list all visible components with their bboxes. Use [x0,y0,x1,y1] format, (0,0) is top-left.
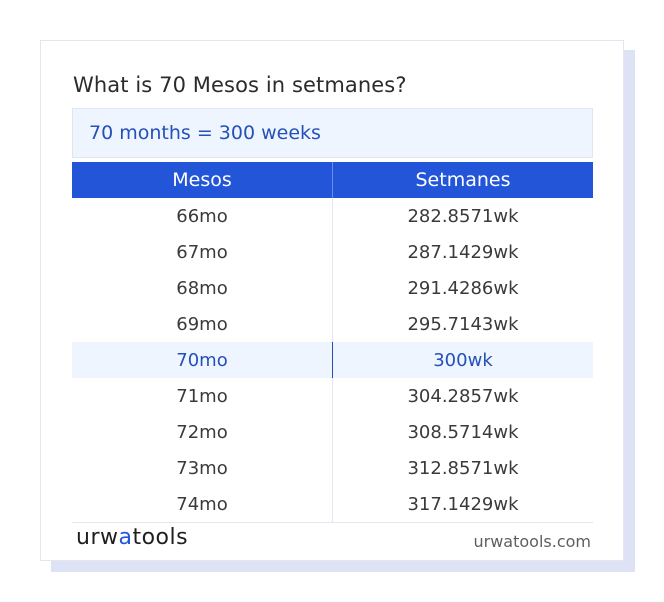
table-row: 68mo 291.4286wk [72,270,593,306]
header-setmanes: Setmanes [332,162,593,198]
cell-months: 66mo [72,198,333,234]
table-row: 69mo 295.7143wk [72,306,593,342]
cell-weeks: 300wk [332,342,593,378]
cell-months: 69mo [72,306,333,342]
cell-weeks: 287.1429wk [407,241,519,263]
logo-text-end: tools [132,525,189,550]
table-row: 74mo 317.1429wk [72,486,593,523]
cell-weeks: 295.7143wk [407,313,519,335]
table-row: 72mo 308.5714wk [72,414,593,450]
logo-text-accent: a [118,525,133,550]
conversion-card: What is 70 Mesos in setmanes? 70 months … [40,40,624,561]
table-row: 67mo 287.1429wk [72,234,593,270]
cell-months: 74mo [72,486,333,523]
urwatools-logo[interactable]: urwatools [76,525,188,555]
cell-weeks: 308.5714wk [407,421,519,443]
result-box: 70 months = 300 weeks [72,108,593,158]
cell-weeks: 282.8571wk [407,205,519,227]
cell-months: 68mo [72,270,333,306]
cell-months: 72mo [72,414,333,450]
table-row: 71mo 304.2857wk [72,378,593,414]
conversion-table: Mesos Setmanes 66mo 282.8571wk 67mo 287.… [72,162,593,523]
result-text: 70 months = 300 weeks [89,122,321,144]
page-title: What is 70 Mesos in setmanes? [73,73,407,97]
cell-months: 67mo [72,234,333,270]
header-mesos: Mesos [72,162,333,198]
cell-months: 70mo [72,342,333,378]
cell-weeks: 291.4286wk [407,277,519,299]
logo-text-start: urw [76,525,119,550]
cell-months: 71mo [72,378,333,414]
table-row: 73mo 312.8571wk [72,450,593,486]
table-row: 66mo 282.8571wk [72,198,593,234]
cell-weeks: 312.8571wk [407,457,519,479]
site-link[interactable]: urwatools.com [473,532,592,551]
table-header-row: Mesos Setmanes [72,162,593,198]
table-row-highlighted: 70mo 300wk [72,342,593,378]
cell-weeks: 304.2857wk [407,385,519,407]
cell-months: 73mo [72,450,333,486]
cell-weeks: 317.1429wk [332,486,593,523]
